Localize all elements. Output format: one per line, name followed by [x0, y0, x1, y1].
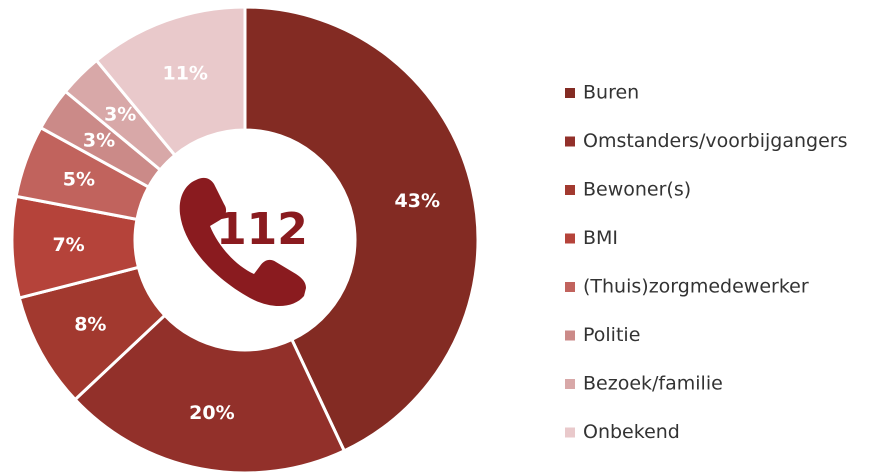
- legend-label: Omstanders/voorbijgangers: [583, 130, 848, 152]
- legend-swatch: [565, 185, 575, 195]
- donut-segment: [243, 5, 480, 453]
- value-label: 8%: [74, 314, 106, 336]
- value-label: 3%: [104, 104, 136, 126]
- donut: [10, 5, 480, 475]
- value-label: 5%: [63, 169, 95, 191]
- value-label: 43%: [395, 190, 440, 212]
- donut-segment: [73, 313, 347, 475]
- value-label: 11%: [162, 62, 207, 84]
- legend-label: Bezoek/familie: [583, 373, 723, 395]
- legend-label: Buren: [583, 82, 639, 104]
- legend-label: Onbekend: [583, 421, 680, 443]
- legend-label: (Thuis)zorgmedewerker: [583, 276, 809, 298]
- legend-label: Bewoner(s): [583, 179, 691, 201]
- legend-swatch: [565, 282, 575, 292]
- value-label: 20%: [189, 402, 234, 424]
- legend-swatch: [565, 233, 575, 244]
- value-label: 3%: [83, 129, 115, 151]
- legend-label: Politie: [583, 324, 640, 346]
- legend-swatch: [565, 136, 575, 147]
- legend-swatch: [565, 427, 575, 438]
- value-label: 7%: [52, 234, 84, 256]
- center-label: 112: [216, 204, 308, 255]
- legend-label: BMI: [583, 227, 618, 249]
- phone-icon: [179, 177, 306, 307]
- legend-swatch: [565, 330, 575, 341]
- legend-swatch: [565, 379, 575, 389]
- donut-segment: [94, 5, 247, 158]
- legend-swatch: [565, 88, 575, 98]
